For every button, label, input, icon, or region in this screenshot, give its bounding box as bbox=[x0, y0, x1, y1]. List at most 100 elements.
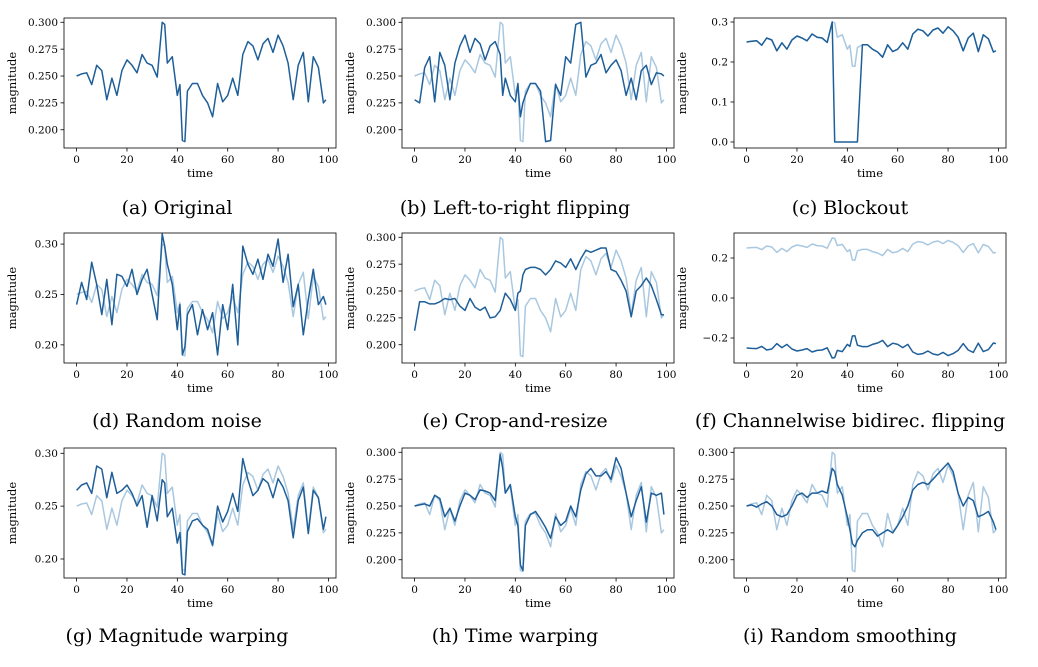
y-tick-label: 0.300 bbox=[366, 447, 396, 459]
x-tick-label: 60 bbox=[221, 154, 234, 166]
original-series-line bbox=[76, 452, 327, 572]
x-tick-label: 100 bbox=[656, 369, 676, 381]
x-tick-label: 60 bbox=[559, 584, 572, 596]
y-axis-label: magnitude bbox=[343, 482, 357, 545]
x-tick-label: 0 bbox=[743, 154, 750, 166]
x-tick-label: 80 bbox=[271, 369, 284, 381]
y-tick-label: 0.250 bbox=[28, 71, 58, 83]
chart-panel-1: 0 20 40 60 80 100 0.200 0.225 0.250 0.275 0.300 tim… bbox=[5, 17, 338, 180]
y-tick-label: 0.225 bbox=[366, 527, 396, 539]
chart-panel-3: 0 20 40 60 80 100 0.0 0.1 0.2 0.3 time magnitude bbox=[675, 17, 1008, 180]
y-tick-label: 0.275 bbox=[698, 474, 728, 486]
x-tick-label: 0 bbox=[73, 369, 80, 381]
x-tick-label: 100 bbox=[988, 369, 1008, 381]
y-tick-label: 0.25 bbox=[35, 289, 58, 301]
x-tick-label: 40 bbox=[509, 369, 522, 381]
y-tick-label: 0.225 bbox=[366, 97, 396, 109]
x-tick-label: 80 bbox=[941, 154, 954, 166]
x-tick-label: 100 bbox=[318, 154, 338, 166]
y-tick-label: 0.0 bbox=[711, 137, 728, 149]
x-tick-label: 100 bbox=[988, 154, 1008, 166]
x-tick-label: 20 bbox=[458, 584, 471, 596]
y-tick-label: 0.275 bbox=[366, 474, 396, 486]
y-tick-label: 0.200 bbox=[28, 124, 58, 136]
y-tick-label: 0.225 bbox=[698, 527, 728, 539]
y-axis-label: magnitude bbox=[675, 482, 689, 545]
x-tick-label: 60 bbox=[559, 154, 572, 166]
x-tick-label: 20 bbox=[458, 369, 471, 381]
axes-frame bbox=[733, 232, 1007, 364]
y-tick-label: 0.20 bbox=[35, 554, 58, 566]
chart-panel-9: 0 20 40 60 80 100 0.200 0.225 0.250 0.275 0.300 tim… bbox=[675, 447, 1008, 610]
y-tick-label: −0.2 bbox=[703, 333, 729, 345]
augmented-series-line bbox=[414, 453, 665, 572]
chart-panel-2: 0 20 40 60 80 100 0.200 0.225 0.250 0.275 0.300 tim… bbox=[343, 17, 676, 180]
x-tick-label: 60 bbox=[891, 154, 904, 166]
x-tick-label: 80 bbox=[941, 584, 954, 596]
subfigure-caption: (e) Crop-and-resize bbox=[422, 410, 608, 432]
subfigure-caption: (a) Original bbox=[121, 197, 233, 219]
y-tick-label: 0.200 bbox=[366, 124, 396, 136]
x-axis-label: time bbox=[187, 166, 213, 180]
axes-frame bbox=[733, 17, 1007, 149]
x-axis-label: time bbox=[187, 596, 213, 610]
x-tick-label: 20 bbox=[458, 154, 471, 166]
x-tick-label: 40 bbox=[509, 584, 522, 596]
y-tick-label: 0.25 bbox=[35, 501, 58, 513]
x-tick-label: 0 bbox=[73, 584, 80, 596]
axes-frame bbox=[733, 447, 1007, 579]
x-tick-label: 100 bbox=[656, 584, 676, 596]
y-tick-label: 0.300 bbox=[366, 17, 396, 29]
y-tick-label: 0.275 bbox=[366, 259, 396, 271]
y-axis-label: magnitude bbox=[675, 52, 689, 115]
x-tick-label: 40 bbox=[171, 369, 184, 381]
x-axis-label: time bbox=[857, 166, 883, 180]
y-tick-label: 0.1 bbox=[711, 97, 728, 109]
x-axis-label: time bbox=[525, 596, 551, 610]
axes-frame bbox=[63, 447, 337, 579]
y-tick-label: 0.200 bbox=[366, 339, 396, 351]
axes-frame bbox=[401, 447, 675, 579]
x-tick-label: 40 bbox=[509, 154, 522, 166]
x-tick-label: 20 bbox=[120, 154, 133, 166]
x-tick-label: 40 bbox=[841, 154, 854, 166]
y-tick-label: 0.275 bbox=[366, 44, 396, 56]
x-tick-label: 80 bbox=[609, 584, 622, 596]
x-tick-label: 40 bbox=[841, 369, 854, 381]
augmented-series-line bbox=[746, 462, 997, 548]
x-tick-label: 100 bbox=[318, 584, 338, 596]
y-tick-label: 0.20 bbox=[35, 339, 58, 351]
y-tick-label: 0.2 bbox=[711, 253, 728, 265]
augmented-series-line bbox=[413, 247, 664, 331]
x-tick-label: 80 bbox=[271, 584, 284, 596]
chart-panel-6: 0 20 40 60 80 100 −0.2 0.0 0.2 time magnitude bbox=[675, 232, 1008, 395]
chart-panel-5: 0 20 40 60 80 100 0.200 0.225 0.250 0.275 0.300 tim… bbox=[343, 232, 676, 395]
y-axis-label: magnitude bbox=[5, 52, 19, 115]
axes-frame bbox=[401, 17, 675, 149]
axes-frame bbox=[63, 17, 337, 149]
subfigure-caption: (c) Blockout bbox=[791, 197, 909, 219]
chart-panel-7: 0 20 40 60 80 100 0.20 0.25 0.30 time magnitude bbox=[5, 447, 338, 610]
x-tick-label: 20 bbox=[790, 369, 803, 381]
original-series-line bbox=[414, 236, 665, 358]
x-tick-label: 0 bbox=[411, 154, 418, 166]
x-tick-label: 40 bbox=[841, 584, 854, 596]
augmented-series-line bbox=[75, 233, 327, 356]
x-tick-label: 20 bbox=[790, 154, 803, 166]
x-axis-label: time bbox=[525, 381, 551, 395]
x-tick-label: 80 bbox=[271, 154, 284, 166]
y-tick-label: 0.250 bbox=[698, 501, 728, 513]
y-tick-label: 0.300 bbox=[366, 232, 396, 244]
x-tick-label: 80 bbox=[609, 154, 622, 166]
x-tick-label: 60 bbox=[891, 369, 904, 381]
x-tick-label: 60 bbox=[559, 369, 572, 381]
y-axis-label: magnitude bbox=[5, 267, 19, 330]
original-series-line bbox=[76, 243, 327, 357]
x-tick-label: 60 bbox=[221, 369, 234, 381]
y-tick-label: 0.250 bbox=[366, 501, 396, 513]
subfigure-caption: (h) Time warping bbox=[431, 625, 599, 647]
y-tick-label: 0.300 bbox=[28, 17, 58, 29]
y-axis-label: magnitude bbox=[5, 482, 19, 545]
augmented-series-line bbox=[414, 21, 665, 143]
